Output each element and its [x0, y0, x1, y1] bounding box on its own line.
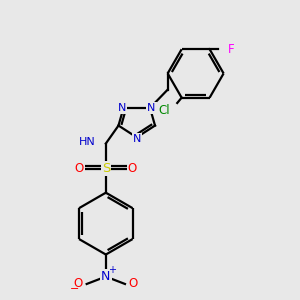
Text: N: N [147, 103, 156, 113]
Text: S: S [102, 162, 110, 175]
Text: F: F [228, 43, 234, 56]
Text: O: O [73, 278, 82, 290]
Text: N: N [101, 270, 110, 283]
Text: N: N [118, 103, 126, 113]
Text: O: O [128, 278, 138, 290]
Text: −: − [70, 284, 79, 294]
Text: HN: HN [79, 137, 95, 147]
Text: +: + [108, 265, 116, 275]
Text: O: O [75, 162, 84, 175]
Text: O: O [128, 162, 137, 175]
Text: N: N [133, 134, 141, 144]
Text: Cl: Cl [158, 103, 170, 116]
